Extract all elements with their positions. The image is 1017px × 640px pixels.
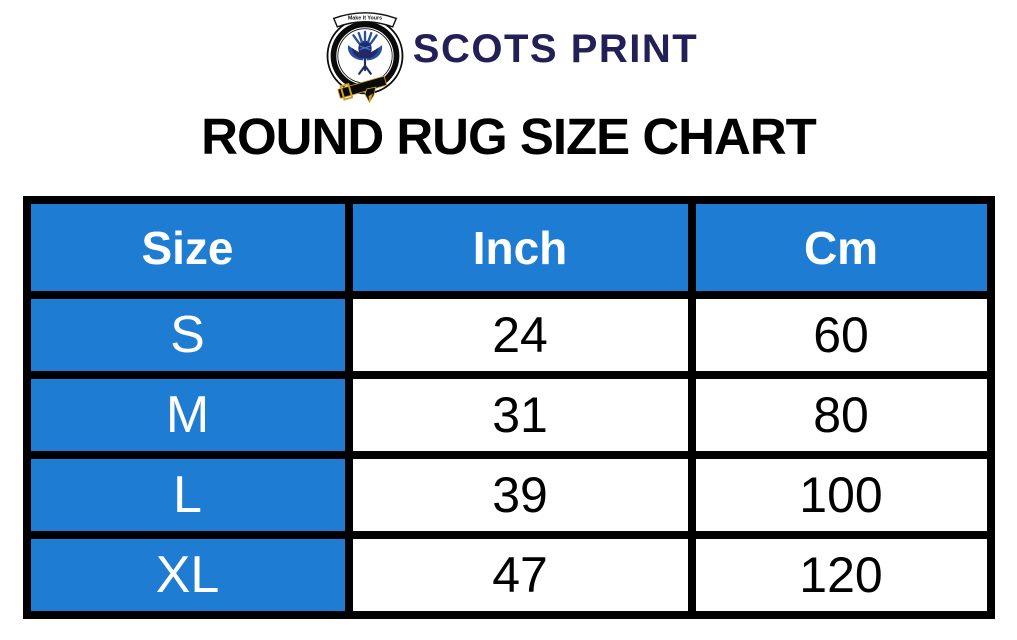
- column-header-cm: Cm: [687, 196, 995, 299]
- badge-banner: Make It Yours: [332, 12, 397, 28]
- inch-value-m: 31: [344, 371, 696, 459]
- belt-buckle-icon: [337, 75, 387, 104]
- size-chart-table: Size Inch Cm S 24 60 M 31 80 L 39 100: [22, 196, 995, 619]
- thistle-crest-badge-icon: Make It Yours: [326, 12, 404, 104]
- table-header-row: Size Inch Cm: [22, 196, 995, 299]
- size-label-s: S: [22, 291, 353, 379]
- cm-value-m: 80: [687, 371, 995, 459]
- page-title: ROUND RUG SIZE CHART: [201, 108, 817, 165]
- size-label-m: M: [22, 371, 353, 459]
- cm-value-l: 100: [687, 451, 995, 539]
- inch-value-s: 24: [344, 291, 696, 379]
- cm-value-s: 60: [687, 291, 995, 379]
- table-row: M 31 80: [22, 371, 995, 459]
- brand-wordmark: SCOTS PRINT: [412, 27, 699, 71]
- table-row: L 39 100: [22, 451, 995, 539]
- inch-value-l: 39: [344, 451, 696, 539]
- column-header-size: Size: [22, 196, 353, 299]
- thistle-icon: [347, 30, 382, 75]
- column-header-inch: Inch: [344, 196, 696, 299]
- inch-value-xl: 47: [344, 531, 696, 619]
- brand-header: Make It Yours SCOTS PRINT: [0, 0, 1017, 105]
- table-row: S 24 60: [22, 291, 995, 379]
- table-row: XL 47 120: [22, 531, 995, 619]
- badge-banner-text: Make It Yours: [348, 15, 382, 21]
- size-label-xl: XL: [22, 531, 353, 619]
- size-label-l: L: [22, 451, 353, 539]
- cm-value-xl: 120: [687, 531, 995, 619]
